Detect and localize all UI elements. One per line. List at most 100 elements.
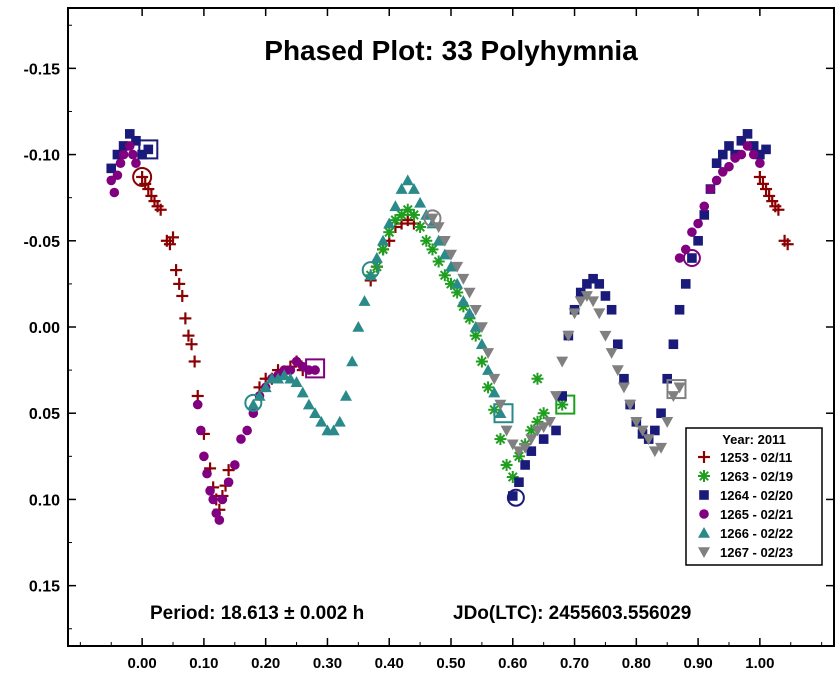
data-point — [214, 515, 225, 525]
data-point — [253, 389, 266, 401]
data-point — [463, 287, 476, 299]
y-axis: -0.15 -0.10 -0.05 0.00 0.05 0.10 0.15 — [24, 24, 834, 630]
x-tick-label: 0.50 — [436, 655, 465, 672]
legend-entry: 1264 - 02/20 — [720, 488, 793, 503]
legend: Year: 2011 1253 - 02/11 1263 - 02/19 1264 … — [685, 427, 823, 566]
y-tick-label: -0.10 — [24, 148, 61, 165]
data-point — [315, 415, 328, 427]
data-point — [568, 308, 581, 320]
data-point — [196, 425, 206, 436]
data-point — [284, 372, 297, 384]
data-point — [673, 382, 686, 394]
data-point — [699, 509, 709, 519]
data-point — [346, 355, 359, 367]
data-point — [302, 398, 315, 410]
data-point — [724, 161, 734, 172]
data-point — [594, 279, 605, 289]
data-point — [724, 141, 734, 151]
y-tick-label: 0.00 — [29, 320, 60, 337]
data-point — [199, 451, 209, 462]
data-point — [550, 391, 563, 402]
data-point — [698, 451, 710, 463]
data-point — [674, 253, 685, 263]
data-point — [414, 220, 427, 233]
data-point — [358, 295, 371, 306]
data-point — [482, 381, 495, 394]
data-point — [693, 235, 703, 246]
epoch-label: JDo(LTC): 2455603.556029 — [453, 603, 691, 624]
data-point — [698, 470, 710, 482]
data-point — [612, 339, 623, 350]
data-point — [475, 355, 488, 368]
data-point — [488, 373, 501, 385]
data-point — [290, 376, 303, 387]
data-point — [352, 321, 365, 332]
data-point — [537, 422, 550, 434]
data-point — [781, 238, 794, 251]
data-point — [438, 248, 451, 260]
data-point — [668, 339, 679, 350]
data-point — [167, 231, 180, 244]
legend-entry: 1267 - 02/23 — [720, 545, 793, 560]
data-point — [680, 279, 691, 289]
series-5 — [247, 174, 514, 436]
x-tick-label: 0.40 — [375, 655, 404, 672]
data-point — [272, 372, 285, 384]
highlight-marker — [423, 209, 442, 228]
data-point — [124, 141, 135, 151]
data-point — [574, 296, 587, 308]
data-point — [538, 434, 549, 444]
legend-title: Year: 2011 — [722, 432, 786, 447]
data-point — [112, 170, 123, 181]
data-point — [693, 218, 703, 229]
legend-entry: 1266 - 02/22 — [720, 526, 793, 541]
series-layer — [106, 129, 794, 525]
data-point — [475, 322, 488, 333]
highlight-marker — [506, 488, 525, 507]
y-tick-label: -0.15 — [24, 61, 61, 78]
data-point — [143, 144, 154, 155]
data-point — [370, 252, 383, 263]
data-point — [223, 477, 234, 487]
x-tick-label: 0.10 — [189, 655, 218, 672]
data-point — [514, 477, 524, 487]
data-point — [699, 201, 710, 212]
data-point — [339, 389, 352, 401]
data-point — [222, 464, 235, 477]
data-point — [580, 291, 593, 302]
data-point — [395, 183, 408, 194]
data-point — [742, 129, 753, 139]
highlight-marker — [666, 379, 687, 400]
data-point — [109, 187, 120, 198]
data-point — [650, 425, 660, 436]
data-point — [309, 407, 322, 419]
data-point — [401, 214, 414, 227]
data-point — [128, 149, 138, 160]
data-point — [748, 149, 759, 160]
data-point — [624, 399, 637, 411]
data-point — [259, 381, 272, 393]
data-point — [636, 425, 649, 437]
chart-title: Phased Plot: 33 Polyhymnia — [264, 35, 638, 66]
data-point — [188, 355, 201, 368]
data-point — [611, 365, 624, 377]
data-point — [711, 158, 722, 168]
period-label: Period: 18.613 ± 0.002 h — [150, 603, 364, 624]
data-point — [736, 135, 747, 146]
data-point — [556, 398, 569, 411]
data-point — [242, 425, 252, 436]
data-point — [753, 170, 766, 183]
data-point — [642, 434, 655, 446]
data-point — [457, 273, 470, 285]
data-point — [414, 196, 427, 208]
data-point — [575, 287, 586, 298]
data-point — [556, 356, 569, 368]
highlight-marker — [682, 249, 701, 268]
data-point — [115, 158, 126, 168]
data-point — [494, 399, 507, 411]
data-point — [383, 217, 396, 229]
data-point — [661, 417, 674, 428]
series-2 — [364, 203, 576, 484]
y-tick-label: 0.05 — [29, 406, 60, 423]
